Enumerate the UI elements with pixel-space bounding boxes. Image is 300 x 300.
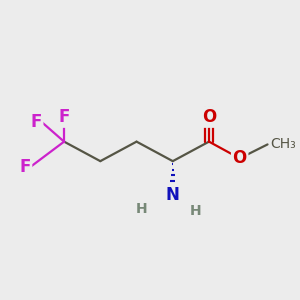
Text: CH₃: CH₃ [270, 137, 296, 152]
Text: N: N [166, 186, 180, 204]
Text: O: O [232, 149, 247, 167]
Text: F: F [30, 113, 42, 131]
Text: F: F [19, 158, 31, 176]
Text: H: H [136, 202, 148, 215]
Text: O: O [202, 108, 216, 126]
Text: H: H [190, 204, 201, 218]
Text: F: F [58, 108, 70, 126]
